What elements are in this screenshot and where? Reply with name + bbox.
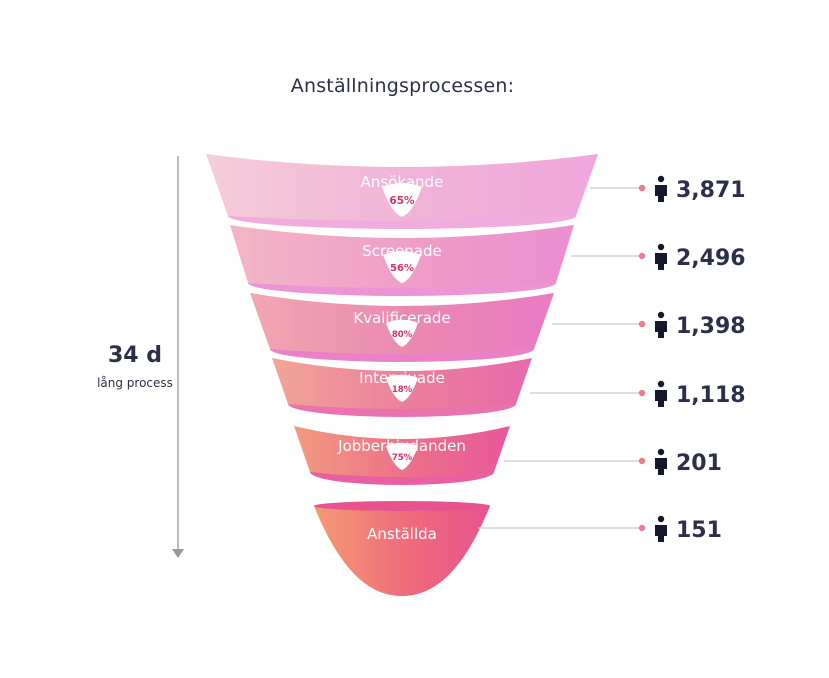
conversion-rate: 80% bbox=[392, 330, 413, 340]
person-icon bbox=[655, 175, 667, 202]
stage-count: 1,118 bbox=[676, 383, 746, 408]
conversion-rate: 18% bbox=[392, 385, 413, 395]
person-icon bbox=[655, 515, 667, 542]
stage-count: 1,398 bbox=[676, 314, 746, 339]
duration-label: lång process bbox=[97, 376, 173, 390]
stage-count: 3,871 bbox=[676, 178, 746, 203]
connector-line bbox=[530, 389, 646, 397]
conversion-badge: 56% bbox=[383, 250, 421, 284]
conversion-badge: 65% bbox=[382, 183, 422, 217]
conversion-rate: 56% bbox=[390, 263, 414, 274]
stage-label: Kvalificerade bbox=[353, 309, 450, 327]
connector-line bbox=[590, 184, 646, 192]
arrow-down-icon bbox=[172, 156, 184, 558]
stage-label: Ansökande bbox=[361, 173, 444, 191]
page-title: Anställningsprocessen: bbox=[290, 75, 515, 97]
stage-count: 2,496 bbox=[676, 246, 746, 271]
conversion-badge: 18% bbox=[386, 374, 418, 402]
stage-count: 201 bbox=[676, 451, 722, 476]
conversion-rate: 75% bbox=[392, 453, 413, 463]
person-icon bbox=[655, 311, 667, 338]
conversion-badge: 75% bbox=[386, 442, 418, 470]
stage-count: 151 bbox=[676, 518, 722, 543]
duration-value: 34 d bbox=[107, 343, 163, 368]
person-icon bbox=[655, 448, 667, 475]
stage-label: Anställda bbox=[367, 525, 437, 543]
connector-line bbox=[504, 457, 646, 465]
connector-line bbox=[552, 320, 646, 328]
conversion-badge: 80% bbox=[386, 319, 418, 347]
connector-line bbox=[571, 252, 646, 260]
person-icon bbox=[655, 243, 667, 270]
connector-line bbox=[478, 524, 646, 532]
person-icon bbox=[655, 380, 667, 407]
conversion-rate: 65% bbox=[389, 195, 415, 207]
funnel-stage: Anställda bbox=[314, 501, 490, 596]
